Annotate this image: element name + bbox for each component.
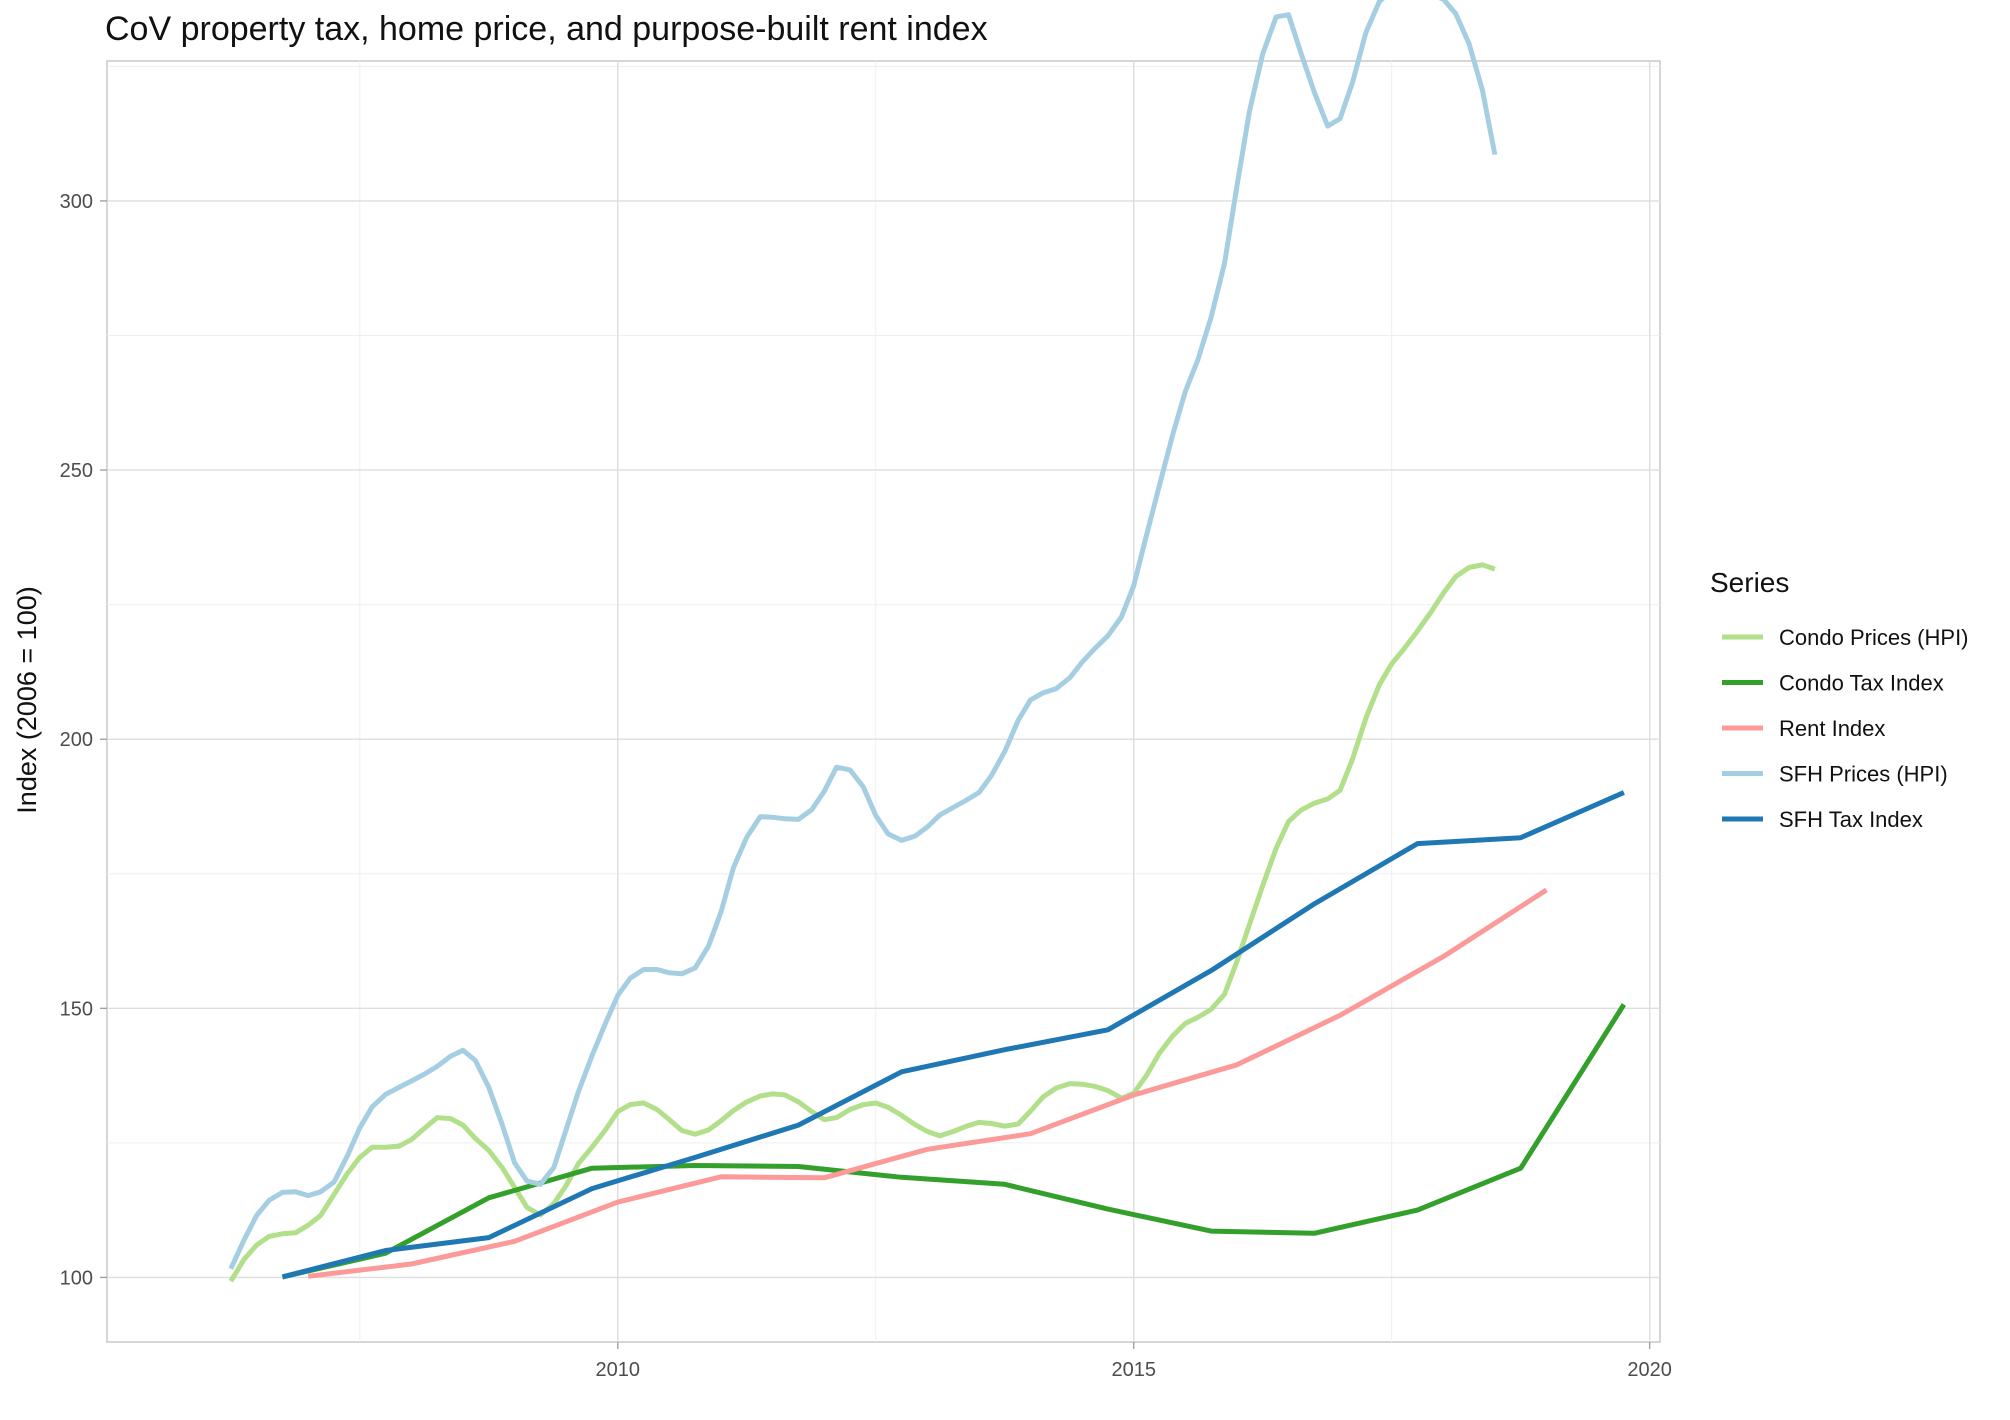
grid <box>107 61 1660 1342</box>
legend: Series Condo Prices (HPI) Condo Tax Index… <box>1710 567 1969 832</box>
legend-label: Condo Tax Index <box>1779 671 1944 696</box>
y-tick-label: 200 <box>60 729 93 751</box>
series-line-condo-prices-hpi <box>228 562 1496 1283</box>
y-tick-label: 150 <box>60 998 93 1020</box>
legend-item-condo-tax-index: Condo Tax Index <box>1722 671 1944 696</box>
y-tick-label: 100 <box>60 1267 93 1289</box>
legend-item-sfh-prices-hpi: SFH Prices (HPI) <box>1722 762 1948 787</box>
legend-title: Series <box>1710 567 1789 598</box>
x-tick-label: 2015 <box>1111 1359 1156 1381</box>
legend-label: Condo Prices (HPI) <box>1779 625 1969 650</box>
series-line-sfh-tax-index <box>281 790 1625 1280</box>
axes: 2010 2015 2020 100 150 200 250 300 <box>60 191 1672 1381</box>
y-axis-title: Index (2006 = 100) <box>12 586 42 813</box>
legend-item-rent-index: Rent Index <box>1722 716 1885 741</box>
x-tick-label: 2020 <box>1627 1359 1672 1381</box>
legend-label: Rent Index <box>1779 716 1885 741</box>
legend-label: SFH Prices (HPI) <box>1779 762 1948 787</box>
series-line-condo-tax-index <box>281 1003 1627 1280</box>
y-tick-label: 250 <box>60 460 93 482</box>
plot-panel <box>106 60 1661 1343</box>
series-line-rent-index <box>307 887 1548 1279</box>
legend-item-condo-prices-hpi: Condo Prices (HPI) <box>1722 625 1969 650</box>
legend-label: SFH Tax Index <box>1779 807 1923 832</box>
y-tick-label: 300 <box>60 191 93 213</box>
series-lines <box>228 0 1627 1283</box>
chart-title: CoV property tax, home price, and purpos… <box>105 10 988 48</box>
series-line-sfh-prices-hpi <box>228 0 1498 1270</box>
legend-item-sfh-tax-index: SFH Tax Index <box>1722 807 1923 832</box>
x-tick-label: 2010 <box>596 1359 641 1381</box>
